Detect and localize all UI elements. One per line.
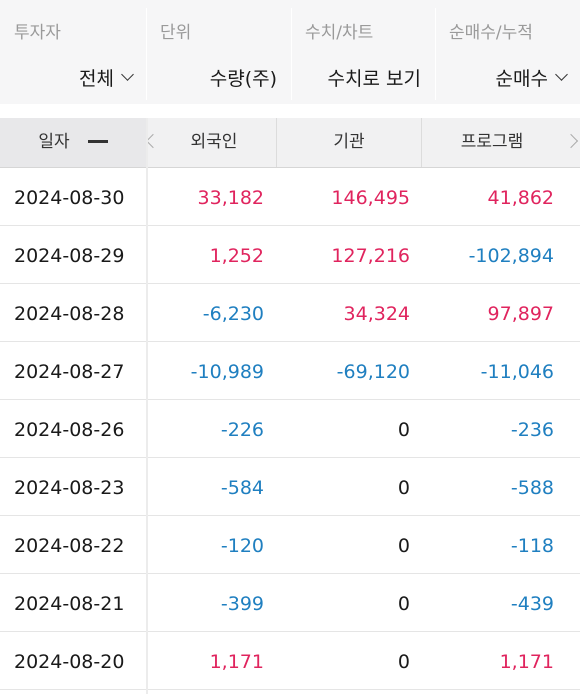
institution-cell: 34,324 — [343, 303, 410, 325]
chevron-down-icon — [555, 68, 568, 81]
sort-icon[interactable] — [87, 139, 108, 143]
table-row[interactable]: 2024-08-28 -6,230 34,324 97,897 — [0, 284, 580, 342]
program-cell: -236 — [510, 419, 554, 441]
table-row[interactable]: 2024-08-23 -584 0 -588 — [0, 458, 580, 516]
program-column-header: 프로그램 — [460, 132, 524, 152]
date-cell: 2024-08-21 — [14, 593, 125, 615]
program-cell: -118 — [510, 535, 554, 557]
institution-cell: 0 — [397, 535, 410, 557]
date-cell: 2024-08-26 — [14, 419, 125, 441]
date-cell: 2024-08-30 — [14, 187, 125, 209]
institution-cell: 146,495 — [331, 187, 410, 209]
foreign-column-header: 외국인 — [190, 132, 238, 152]
table-row[interactable]: 2024-08-29 1,252 127,216 -102,894 — [0, 226, 580, 284]
foreign-cell: 1,171 — [209, 651, 264, 673]
institution-cell: 0 — [397, 477, 410, 499]
filter-bar: 투자자 전체 단위 수량(주) 수치/차트 수치로 보기 순매수/누적 순매수 — [0, 0, 580, 104]
investor-filter[interactable]: 투자자 전체 — [0, 0, 146, 104]
institution-column-header: 기관 — [333, 132, 365, 152]
date-cell: 2024-08-29 — [14, 245, 125, 267]
table-row[interactable]: 2024-08-27 -10,989 -69,120 -11,046 — [0, 342, 580, 400]
program-cell: 1,171 — [499, 651, 554, 673]
institution-cell: 0 — [397, 593, 410, 615]
program-cell: -439 — [510, 593, 554, 615]
date-column-label: 일자 — [38, 132, 70, 152]
program-cell: -588 — [510, 477, 554, 499]
date-column-header[interactable]: 일자 — [0, 118, 146, 167]
view-mode-filter-label: 수치/차트 — [305, 23, 374, 43]
date-cell: 2024-08-27 — [14, 361, 125, 383]
table-row[interactable]: 2024-08-20 1,171 0 1,171 — [0, 632, 580, 690]
foreign-cell: -226 — [220, 419, 264, 441]
view-mode-filter-value[interactable]: 수치로 보기 — [327, 68, 421, 90]
institution-cell: -69,120 — [336, 361, 410, 383]
data-table-body: 2024-08-30 33,182 146,495 41,862 2024-08… — [0, 168, 580, 690]
frozen-column-divider — [146, 118, 148, 694]
institution-cell: 0 — [397, 419, 410, 441]
table-row[interactable]: 2024-08-30 33,182 146,495 41,862 — [0, 168, 580, 226]
chevron-down-icon — [121, 68, 134, 81]
institution-cell: 127,216 — [331, 245, 410, 267]
date-cell: 2024-08-28 — [14, 303, 125, 325]
foreign-cell: -584 — [220, 477, 264, 499]
table-header: 일자 외국인 기관 프로그램 — [0, 118, 580, 168]
scroll-right-icon[interactable] — [563, 133, 579, 149]
table-row[interactable]: 2024-08-22 -120 0 -118 — [0, 516, 580, 574]
date-cell: 2024-08-22 — [14, 535, 125, 557]
foreign-cell: -120 — [220, 535, 264, 557]
net-cumulative-filter[interactable]: 순매수/누적 순매수 — [435, 0, 580, 104]
unit-filter[interactable]: 단위 수량(주) — [146, 0, 291, 104]
program-cell: -102,894 — [468, 245, 554, 267]
table-row[interactable]: 2024-08-26 -226 0 -236 — [0, 400, 580, 458]
investor-filter-value[interactable]: 전체 — [79, 68, 114, 90]
foreign-cell: 1,252 — [209, 245, 264, 267]
date-cell: 2024-08-23 — [14, 477, 125, 499]
unit-filter-label: 단위 — [160, 23, 192, 43]
foreign-cell: -6,230 — [202, 303, 264, 325]
program-cell: -11,046 — [480, 361, 554, 383]
unit-filter-value[interactable]: 수량(주) — [209, 68, 277, 90]
table-row[interactable]: 2024-08-21 -399 0 -439 — [0, 574, 580, 632]
foreign-cell: -399 — [220, 593, 264, 615]
date-cell: 2024-08-20 — [14, 651, 125, 673]
net-cumulative-filter-label: 순매수/누적 — [449, 23, 533, 43]
program-cell: 41,862 — [487, 187, 554, 209]
program-cell: 97,897 — [487, 303, 554, 325]
foreign-cell: 33,182 — [197, 187, 264, 209]
investor-filter-label: 투자자 — [14, 23, 61, 43]
institution-cell: 0 — [397, 651, 410, 673]
foreign-cell: -10,989 — [190, 361, 264, 383]
view-mode-filter[interactable]: 수치/차트 수치로 보기 — [291, 0, 435, 104]
net-cumulative-filter-value[interactable]: 순매수 — [495, 68, 548, 90]
